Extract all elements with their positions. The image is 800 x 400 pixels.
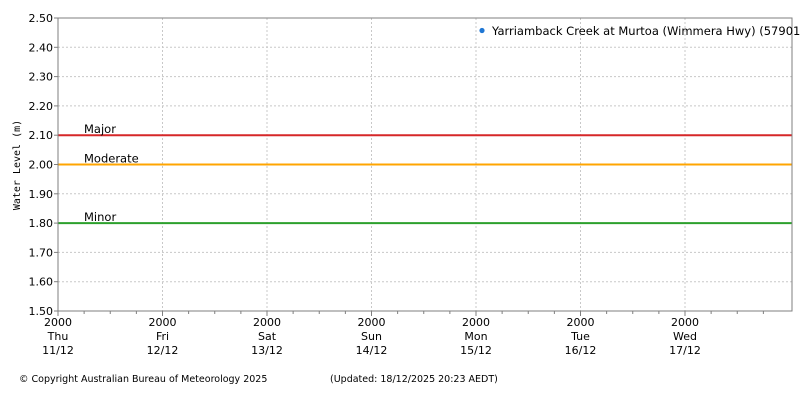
x-tick-label: 11/12 [42, 344, 74, 357]
threshold-lines: Major Moderate Minor [58, 122, 792, 225]
x-tick-label: 15/12 [460, 344, 492, 357]
y-tick-label: 2.50 [29, 12, 54, 25]
threshold-label-moderate: Moderate [84, 152, 139, 166]
x-tick-label: 2000 [44, 316, 72, 329]
y-tick-label: 2.40 [29, 41, 54, 54]
x-tick-label: 17/12 [669, 344, 701, 357]
legend: Yarriamback Creek at Murtoa (Wimmera Hwy… [479, 24, 800, 38]
updated-timestamp: (Updated: 18/12/2025 20:23 AEDT) [330, 374, 498, 385]
x-tick-label: Thu [47, 330, 69, 343]
threshold-label-minor: Minor [84, 210, 116, 224]
x-tick-label: Tue [570, 330, 590, 343]
y-tick-label: 2.10 [29, 129, 54, 142]
x-tick-label: 2000 [567, 316, 595, 329]
y-tick-label: 1.60 [29, 276, 54, 289]
grid-lines [58, 18, 792, 311]
x-tick-label: 2000 [253, 316, 281, 329]
y-tick-label: 2.00 [29, 159, 54, 172]
y-tick-label: 1.70 [29, 246, 54, 259]
x-tick-label: 2000 [149, 316, 177, 329]
x-tick-label: Mon [464, 330, 487, 343]
x-axis-ticks: 2000Thu11/122000Fri12/122000Sat13/122000… [42, 311, 764, 357]
x-tick-label: 13/12 [251, 344, 283, 357]
y-axis-title: Water Level (m) [12, 120, 23, 210]
y-axis-ticks: 1.50 1.60 1.70 1.80 1.90 2.00 2.10 2.20 2.30 2.40… [29, 12, 58, 318]
x-tick-label: 2000 [671, 316, 699, 329]
y-tick-label: 1.90 [29, 188, 54, 201]
x-tick-label: Fri [156, 330, 169, 343]
y-tick-label: 1.80 [29, 217, 54, 230]
x-tick-label: Wed [673, 330, 697, 343]
x-tick-label: 2000 [358, 316, 386, 329]
copyright-text: © Copyright Australian Bureau of Meteoro… [19, 374, 268, 385]
y-tick-label: 2.30 [29, 71, 54, 84]
x-tick-label: 16/12 [565, 344, 597, 357]
y-tick-label: 2.20 [29, 100, 54, 113]
x-tick-label: 14/12 [356, 344, 388, 357]
x-tick-label: 12/12 [147, 344, 179, 357]
y-tick-label: 1.50 [29, 305, 54, 318]
legend-entry: Yarriamback Creek at Murtoa (Wimmera Hwy… [491, 24, 800, 38]
legend-marker [479, 27, 485, 34]
x-tick-label: Sun [361, 330, 382, 343]
x-tick-label: Sat [258, 330, 277, 343]
x-tick-label: 2000 [462, 316, 490, 329]
threshold-label-major: Major [84, 122, 116, 136]
